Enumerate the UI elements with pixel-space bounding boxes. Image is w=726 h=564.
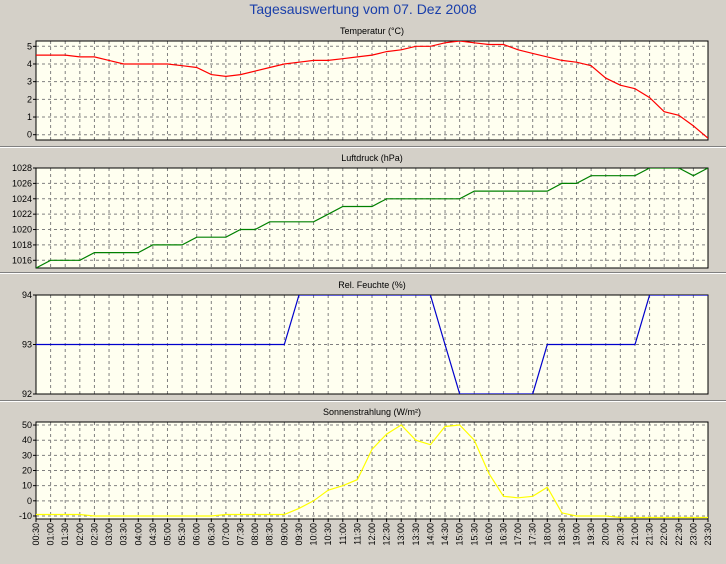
x-tick-label: 15:30 [469, 523, 479, 546]
x-tick-label: 17:30 [528, 523, 538, 546]
x-tick-label: 11:00 [338, 523, 348, 545]
plot-frame [35, 40, 709, 141]
series-line [36, 41, 708, 139]
plot-frame [35, 167, 709, 269]
x-tick-label: 19:30 [586, 523, 596, 546]
x-tick-label: 10:30 [323, 523, 333, 546]
x-tick-label: 16:30 [498, 523, 508, 546]
x-tick-label: 18:30 [557, 523, 567, 546]
x-tick-label: 20:00 [601, 523, 611, 546]
y-tick-label: 1028 [12, 163, 32, 173]
x-tick-label: 20:30 [615, 523, 625, 546]
x-tick-label: 07:30 [236, 523, 246, 546]
x-tick-label: 10:00 [309, 523, 319, 546]
y-tick-label: 1016 [12, 255, 32, 265]
y-tick-label: 50 [22, 420, 32, 430]
page-title: Tagesauswertung vom 07. Dez 2008 [249, 1, 477, 17]
x-tick-label: 23:00 [688, 523, 698, 546]
x-tick-label: 15:00 [455, 523, 465, 546]
chart-panel: 0 1 2 3 4 5 Temperatur (°C) [27, 26, 709, 141]
series-line [36, 295, 708, 394]
x-tick-label: 05:30 [177, 523, 187, 546]
y-tick-label: 4 [27, 59, 32, 69]
series-line [36, 168, 708, 268]
chart-panel: 92 93 94 Rel. Feuchte (%) [22, 280, 709, 399]
x-tick-label: 06:00 [192, 523, 202, 546]
panel-title: Sonnenstrahlung (W/m²) [323, 407, 421, 417]
x-tick-label: 13:00 [396, 523, 406, 546]
y-tick-label: 1018 [12, 240, 32, 250]
x-tick-label: 22:00 [659, 523, 669, 546]
x-tick-label: 07:00 [221, 523, 231, 546]
y-tick-label: 40 [22, 435, 32, 445]
panel-title: Temperatur (°C) [340, 26, 404, 36]
y-tick-label: 1022 [12, 209, 32, 219]
chart-panel: -10 0 10 20 30 40 50 Sonnenstrahlung (W/m²) [19, 407, 709, 521]
x-tick-label: 23:30 [703, 523, 713, 546]
panel-divider [0, 400, 726, 402]
y-tick-label: 0 [27, 130, 32, 140]
x-tick-label: 01:30 [60, 523, 70, 546]
chart-panel: 1016 1018 1020 1022 1024 1026 1028 Luftdruck (h… [12, 153, 709, 269]
panel-title: Luftdruck (hPa) [341, 153, 403, 163]
panel-divider [0, 272, 726, 274]
y-tick-label: 1 [27, 112, 32, 122]
x-tick-label: 21:30 [645, 523, 655, 546]
x-tick-label: 01:00 [46, 523, 56, 546]
y-tick-label: 1024 [12, 194, 32, 204]
y-tick-label: 10 [22, 481, 32, 491]
y-tick-label: 93 [22, 340, 32, 350]
x-tick-label: 19:00 [572, 523, 582, 546]
x-tick-label: 08:00 [250, 523, 260, 546]
y-tick-label: 5 [27, 41, 32, 51]
x-tick-label: 06:30 [206, 523, 216, 546]
x-tick-label: 12:00 [367, 523, 377, 546]
x-tick-label: 18:00 [542, 523, 552, 546]
y-tick-label: 30 [22, 450, 32, 460]
x-tick-label: 03:30 [119, 523, 129, 546]
y-tick-label: 3 [27, 77, 32, 87]
x-tick-label: 14:00 [425, 523, 435, 546]
y-tick-label: -10 [19, 511, 32, 521]
panel-title: Rel. Feuchte (%) [338, 280, 406, 290]
series-line [36, 424, 708, 519]
y-tick-label: 0 [27, 496, 32, 506]
x-tick-label: 22:30 [674, 523, 684, 546]
x-tick-label: 02:30 [89, 523, 99, 546]
x-tick-label: 05:00 [162, 523, 172, 546]
x-tick-label: 13:30 [411, 523, 421, 546]
y-tick-label: 1026 [12, 178, 32, 188]
x-tick-label: 04:00 [133, 523, 143, 546]
x-tick-label: 21:00 [630, 523, 640, 546]
x-tick-label: 00:30 [31, 523, 41, 546]
x-tick-label: 11:30 [352, 523, 362, 545]
y-tick-label: 92 [22, 389, 32, 399]
x-tick-label: 02:00 [75, 523, 85, 546]
y-tick-label: 1020 [12, 225, 32, 235]
x-tick-label: 09:00 [279, 523, 289, 546]
x-tick-label: 14:30 [440, 523, 450, 546]
x-tick-label: 16:00 [484, 523, 494, 546]
y-tick-label: 20 [22, 466, 32, 476]
x-tick-label: 08:30 [265, 523, 275, 546]
y-tick-label: 94 [22, 290, 32, 300]
x-tick-label: 04:30 [148, 523, 158, 546]
panel-divider [0, 146, 726, 148]
x-tick-label: 09:30 [294, 523, 304, 546]
x-tick-label: 17:00 [513, 523, 523, 546]
x-tick-label: 03:00 [104, 523, 114, 546]
y-tick-label: 2 [27, 94, 32, 104]
x-tick-label: 12:30 [382, 523, 392, 546]
